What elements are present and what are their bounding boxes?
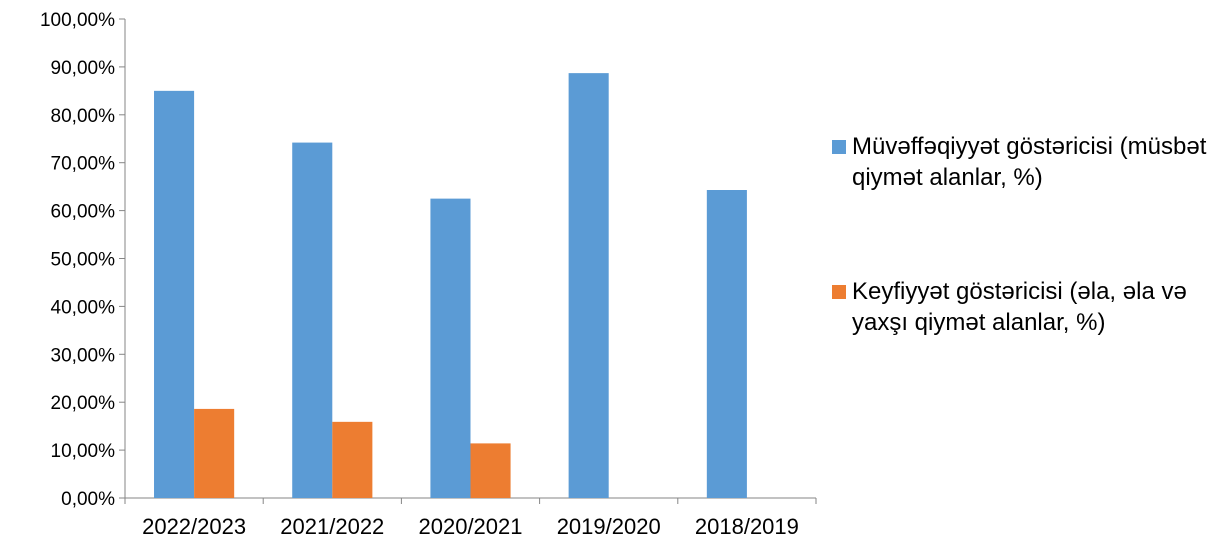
legend-swatch-orange xyxy=(832,285,846,299)
bar-series-2 xyxy=(332,421,373,498)
y-tick-label: 0,00% xyxy=(61,489,115,510)
y-tick-label: 90,00% xyxy=(51,58,116,79)
y-tick-label: 50,00% xyxy=(51,250,116,271)
bars xyxy=(154,73,747,499)
x-category-label: 2021/2022 xyxy=(280,514,384,539)
bar-series-2 xyxy=(470,443,511,498)
bar-series-1 xyxy=(430,198,471,498)
y-tick-label: 100,00% xyxy=(40,10,115,31)
bar-series-2 xyxy=(194,408,235,498)
y-tick-label: 80,00% xyxy=(51,106,116,127)
bar-series-1 xyxy=(154,90,195,498)
bar-series-1 xyxy=(706,190,747,499)
legend-label-series-2: Keyfiyyət göstəricisi (əla, əla və yaxşı… xyxy=(852,278,1187,336)
x-category-label: 2020/2021 xyxy=(419,514,523,539)
y-tick-label: 60,00% xyxy=(51,202,116,223)
y-axis: 0,00% 10,00% 20,00% 30,00% 40,00% 50,00% 60,00… xyxy=(40,10,126,510)
bar-series-1 xyxy=(292,142,333,498)
legend-item-series-1: Müvəffəqiyyət göstəricisi (müsbət qiymət… xyxy=(832,131,1207,193)
x-category-label: 2019/2020 xyxy=(557,514,661,539)
legend-label-series-1: Müvəffəqiyyət göstəricisi (müsbət qiymət… xyxy=(852,133,1207,191)
bar-series-1 xyxy=(568,73,609,498)
x-axis: 2022/2023 2021/2022 2020/2021 2019/2020 2018… xyxy=(124,497,817,539)
y-tick-label: 20,00% xyxy=(51,393,116,414)
legend-item-series-2: Keyfiyyət göstəricisi (əla, əla və yaxşı… xyxy=(832,276,1207,338)
bar-chart: 0,00% 10,00% 20,00% 30,00% 40,00% 50,00% 60,00… xyxy=(40,10,817,539)
legend-swatch-blue xyxy=(832,140,846,154)
x-category-label: 2022/2023 xyxy=(142,514,246,539)
y-tick-label: 30,00% xyxy=(51,345,116,366)
y-tick-label: 40,00% xyxy=(51,297,116,318)
y-tick-label: 70,00% xyxy=(51,154,116,175)
x-category-label: 2018/2019 xyxy=(695,514,799,539)
y-tick-label: 10,00% xyxy=(51,441,116,462)
